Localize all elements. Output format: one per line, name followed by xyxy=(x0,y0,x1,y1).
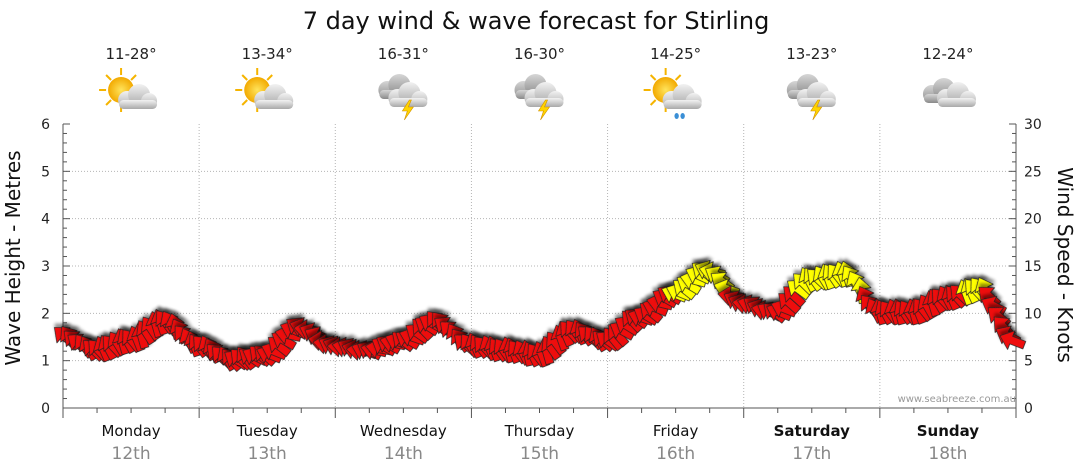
day-temperature: 16-30° xyxy=(514,45,565,63)
temperature-row: 11-28° 13-34° 16-31° 16-30° 14-25° 13-23° 12-2… xyxy=(106,45,974,63)
day-temperature: 16-31° xyxy=(378,45,429,63)
day-name: Tuesday xyxy=(236,422,298,440)
day-date: 18th xyxy=(928,444,967,464)
right-tick-label: 30 xyxy=(1024,117,1042,133)
left-axis-ticks: 0 1 2 3 4 5 6 xyxy=(41,117,50,417)
right-tick-label: 10 xyxy=(1024,306,1042,322)
day-date: 14th xyxy=(384,444,423,464)
day-temperature: 11-28° xyxy=(106,45,157,63)
day-labels: Monday 12th Tuesday 13th Wednesday 14th Thursd… xyxy=(101,422,979,464)
storm-cloud-icon xyxy=(378,74,428,121)
day-name: Friday xyxy=(653,422,699,440)
day-date: 15th xyxy=(520,444,559,464)
sun-rain-cloud-icon xyxy=(642,67,702,119)
day-date: 13th xyxy=(248,444,287,464)
sun-cloud-icon xyxy=(98,67,158,113)
day-name: Thursday xyxy=(504,422,575,440)
day-name: Sunday xyxy=(917,422,980,440)
left-tick-label: 3 xyxy=(41,259,50,275)
right-tick-label: 20 xyxy=(1024,212,1042,228)
day-name: Monday xyxy=(101,422,160,440)
axes xyxy=(62,123,1017,418)
day-temperature: 14-25° xyxy=(650,45,701,63)
left-tick-label: 0 xyxy=(41,401,50,417)
wind-arrows xyxy=(53,260,1027,372)
storm-cloud-icon xyxy=(786,74,836,121)
sun-cloud-icon xyxy=(234,67,294,113)
day-date: 12th xyxy=(112,444,151,464)
credit-text: www.seabreeze.com.au xyxy=(898,394,1016,405)
right-axis-label: Wind Speed - Knots xyxy=(1053,167,1077,363)
storm-cloud-icon xyxy=(514,74,564,121)
right-axis-ticks: 0 5 10 15 20 25 30 xyxy=(1024,117,1042,417)
right-tick-label: 5 xyxy=(1024,354,1033,370)
day-name: Wednesday xyxy=(360,422,447,440)
wind-arrow xyxy=(999,330,1027,350)
day-name: Saturday xyxy=(774,422,851,440)
right-tick-label: 15 xyxy=(1024,259,1042,275)
day-date: 17th xyxy=(792,444,831,464)
left-axis-label: Wave Height - Metres xyxy=(1,150,25,365)
cloud-icon xyxy=(922,78,976,107)
day-temperature: 13-23° xyxy=(786,45,837,63)
day-temperature: 12-24° xyxy=(922,45,973,63)
chart-title: 7 day wind & wave forecast for Stirling xyxy=(303,7,770,35)
left-tick-label: 4 xyxy=(41,212,50,228)
day-date: 16th xyxy=(656,444,695,464)
right-tick-label: 0 xyxy=(1024,401,1033,417)
weather-icon-row xyxy=(98,67,976,121)
left-tick-label: 5 xyxy=(41,164,50,180)
left-tick-label: 6 xyxy=(41,117,50,133)
grid xyxy=(63,124,1016,408)
day-temperature: 13-34° xyxy=(242,45,293,63)
left-tick-label: 1 xyxy=(41,354,50,370)
right-tick-label: 25 xyxy=(1024,164,1042,180)
left-tick-label: 2 xyxy=(41,306,50,322)
